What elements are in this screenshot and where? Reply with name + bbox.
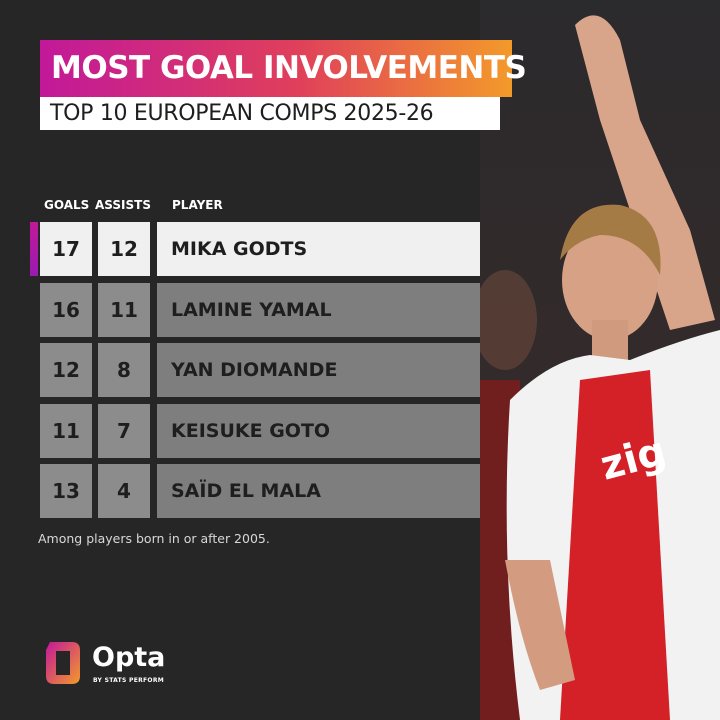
assists-cell: 8 [98,343,150,397]
goals-cell: 17 [40,222,92,276]
logo-tagline: BY STATS PERFORM [93,677,165,684]
goals-cell: 16 [40,282,92,337]
subtitle: TOP 10 EUROPEAN COMPS 2025-26 [40,97,500,130]
player-name: MIKA GODTS [157,222,480,276]
goals-cell: 12 [40,343,92,397]
assists-cell: 12 [98,222,150,276]
goals-cell: 13 [40,464,92,518]
assists-cell: 7 [98,403,150,458]
footnote: Among players born in or after 2005. [38,531,270,546]
assists-cell: 4 [98,464,150,518]
column-header: GOALS [44,198,90,212]
goals-cell: 11 [40,403,92,458]
player-name: YAN DIOMANDE [157,343,480,397]
logo-mark [46,642,80,684]
table: GOALS ASSISTS PLAYER 17 12 MIKA GODTS 16 11 LAMI… [30,198,480,518]
column-header: ASSISTS [95,198,151,212]
player-name: LAMINE YAMAL [157,282,480,337]
assists-cell: 11 [98,282,150,337]
player-photo: zig [480,0,720,720]
column-header: PLAYER [172,198,223,212]
player-name: SAÏD EL MALA [157,464,480,518]
highlight-accent [30,222,38,276]
player-name: KEISUKE GOTO [157,403,480,458]
title: MOST GOAL INVOLVEMENTS [40,40,527,97]
logo-name: Opta [92,642,166,673]
